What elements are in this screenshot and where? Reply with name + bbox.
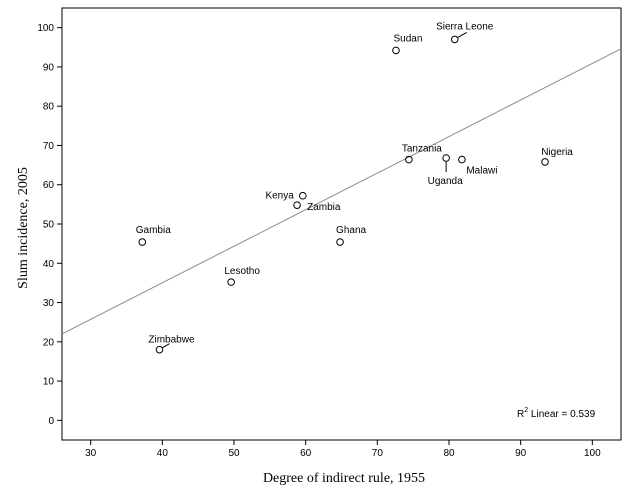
y-tick-label: 20 bbox=[43, 337, 55, 348]
data-point-malawi bbox=[458, 155, 466, 164]
y-tick-label: 60 bbox=[43, 180, 55, 191]
data-point-sudan bbox=[392, 46, 400, 55]
y-axis-title: Slum incidence, 2005 bbox=[16, 167, 31, 289]
fit-line-group bbox=[61, 48, 622, 335]
y-tick-label: 80 bbox=[43, 102, 55, 113]
data-point-nigeria bbox=[541, 158, 549, 166]
data-point-kenya bbox=[299, 191, 307, 200]
x-tick-label: 50 bbox=[228, 448, 240, 459]
y-tick-label: 40 bbox=[43, 259, 55, 270]
point-label-zimbabwe: Zimbabwe bbox=[148, 335, 195, 346]
linear-fit-line bbox=[61, 48, 622, 335]
y-tick-label: 30 bbox=[43, 298, 55, 309]
point-label-nigeria: Nigeria bbox=[541, 147, 573, 158]
x-tick-label: 100 bbox=[584, 448, 601, 459]
plot-frame bbox=[61, 7, 622, 441]
y-axis: 0 10 20 30 40 50 60 70 80 90 100 bbox=[37, 23, 62, 427]
x-tick-label: 90 bbox=[515, 448, 527, 459]
data-point-zimbabwe bbox=[155, 345, 164, 354]
r2-superscript: 2 bbox=[524, 407, 528, 414]
point-label-sudan: Sudan bbox=[394, 33, 423, 44]
x-axis-title: Degree of indirect rule, 1955 bbox=[263, 471, 425, 486]
point-label-zambia: Zambia bbox=[307, 202, 341, 213]
point-label-tanzania: Tanzania bbox=[402, 144, 442, 155]
data-point-sierra-leone bbox=[450, 35, 459, 44]
point-label-gambia: Gambia bbox=[136, 225, 171, 236]
y-tick-label: 10 bbox=[43, 377, 55, 388]
point-label-lesotho: Lesotho bbox=[224, 266, 260, 277]
point-label-sierra-leone: Sierra Leone bbox=[436, 21, 494, 32]
data-points: Sierra Leone Sudan Nigeria Tanzania UgandaMa… bbox=[136, 21, 573, 354]
y-tick-label: 70 bbox=[43, 141, 55, 152]
data-point-tanzania bbox=[405, 155, 413, 164]
point-label-kenya: Kenya bbox=[265, 191, 294, 202]
y-tick-label: 100 bbox=[37, 23, 54, 34]
point-label-uganda: Uganda bbox=[428, 176, 463, 187]
label-leader-line bbox=[457, 31, 467, 38]
data-point-uganda bbox=[442, 154, 450, 162]
data-point-gambia bbox=[138, 238, 147, 246]
plot-area bbox=[61, 7, 622, 441]
x-tick-label: 60 bbox=[300, 448, 312, 459]
point-label-ghana: Ghana bbox=[336, 225, 366, 236]
r2-suffix: Linear = 0.539 bbox=[528, 409, 595, 420]
y-tick-label: 0 bbox=[48, 416, 54, 427]
point-label-malawi: Malawi bbox=[466, 166, 497, 177]
label-leader-line bbox=[162, 343, 170, 349]
x-tick-label: 70 bbox=[372, 448, 384, 459]
data-point-ghana bbox=[336, 238, 344, 246]
data-point-lesotho bbox=[227, 278, 235, 286]
data-point-zambia bbox=[293, 201, 301, 209]
x-axis: 30 40 50 60 70 80 90 100 bbox=[85, 440, 601, 459]
x-tick-label: 40 bbox=[157, 448, 169, 459]
y-tick-label: 50 bbox=[43, 220, 55, 231]
x-tick-label: 80 bbox=[443, 448, 455, 459]
y-tick-label: 90 bbox=[43, 62, 55, 73]
r2-prefix: R bbox=[517, 409, 524, 420]
x-tick-label: 30 bbox=[85, 448, 97, 459]
r2-annotation: R2 Linear = 0.539 bbox=[517, 407, 596, 420]
